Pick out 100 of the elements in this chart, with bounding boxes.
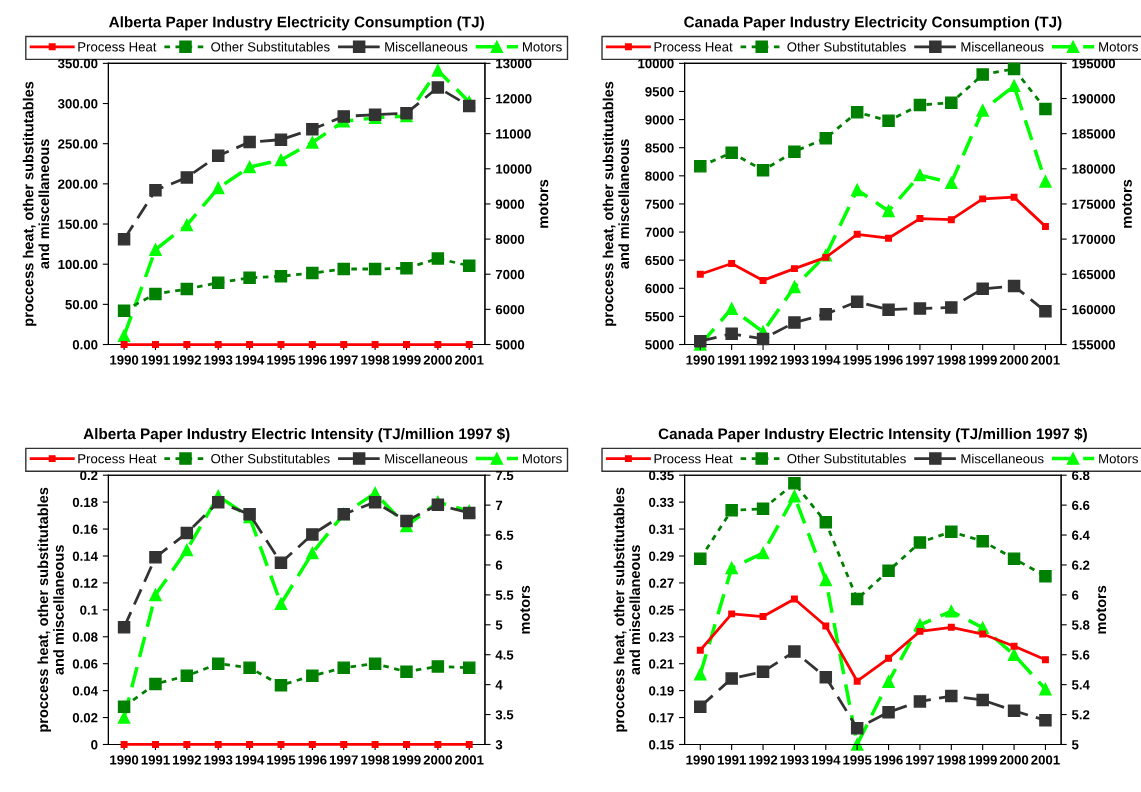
y-tick-label: 0.29 <box>649 551 674 561</box>
y2-tick-label: 6000 <box>495 304 525 315</box>
x-tick-label: 2001 <box>455 355 484 365</box>
x-tick-label: 1990 <box>110 355 139 365</box>
y-tick-label: 9000 <box>645 115 674 125</box>
y-tick-label: 6500 <box>645 255 674 266</box>
y2-tick-label: 13000 <box>496 58 532 69</box>
y-tick-label: 350.00 <box>57 58 98 69</box>
y-tick-label: 0.16 <box>72 524 98 534</box>
y-tick-label: 0.23 <box>649 632 674 642</box>
y2-tick-label: 5.8 <box>1071 620 1090 630</box>
legend-label: Other Substitutables <box>787 453 906 464</box>
y-tick-label: 0 <box>91 740 98 750</box>
y2-tick-label: 3.5 <box>495 710 514 720</box>
y-tick-label: 0.15 <box>649 740 674 750</box>
y-axis-title: proccess heat, other substitutables and miscellaneous <box>37 487 64 732</box>
y2-tick-label: 155000 <box>1072 340 1116 350</box>
y2-tick-label: 195000 <box>1072 58 1116 69</box>
y2-tick-label: 6 <box>1072 590 1079 600</box>
y2-tick-label: 7 <box>495 500 503 510</box>
legend-label: Miscellaneous <box>961 41 1044 52</box>
y2-tick-label: 5 <box>1071 740 1079 750</box>
y-tick-label: 10000 <box>638 58 674 69</box>
y2-tick-label: 5.6 <box>1071 650 1090 660</box>
legend-label: Miscellaneous <box>385 453 468 464</box>
y-tick-label: 6000 <box>645 283 674 294</box>
legend-label: Other Substitutables <box>787 41 906 52</box>
x-tick-label: 1993 <box>204 755 233 765</box>
y2-tick-label: 8000 <box>495 234 525 244</box>
y-tick-label: 0.35 <box>649 470 674 481</box>
x-tick-label: 2001 <box>455 755 484 765</box>
y-tick-label: 0.25 <box>649 605 674 615</box>
x-tick-label: 1994 <box>811 355 841 365</box>
y-tick-label: 0.08 <box>72 632 98 642</box>
y2-tick-label: 190000 <box>1072 94 1116 104</box>
x-tick-label: 1997 <box>906 355 935 365</box>
y-tick-label: 200.00 <box>58 179 98 189</box>
x-tick-label: 1992 <box>749 355 778 365</box>
y-tick-label: 0.21 <box>649 659 674 669</box>
y-axis-title: proccess heat, other substitutables and miscellaneous <box>613 487 641 732</box>
y2-tick-label: 160000 <box>1072 304 1116 315</box>
chart-title: Alberta Paper Industry Electric Intensity (TJ/million 1997 $) <box>83 427 510 443</box>
x-tick-label: 1990 <box>110 755 139 765</box>
legend-label: Miscellaneous <box>961 453 1044 464</box>
y-tick-label: 8500 <box>645 143 674 153</box>
x-tick-label: 1993 <box>204 355 233 365</box>
y2-tick-label: 5.4 <box>1071 680 1090 690</box>
x-tick-label: 1998 <box>937 355 966 365</box>
y2-axis-title: motors <box>538 179 549 228</box>
x-tick-label: 1999 <box>392 755 421 765</box>
y-tick-label: 0.27 <box>649 578 674 588</box>
chart-title: Alberta Paper Industry Electricity Consumption (TJ) <box>109 16 484 31</box>
y2-tick-label: 165000 <box>1072 269 1116 280</box>
y2-tick-label: 5 <box>495 620 503 630</box>
y-tick-label: 0.02 <box>72 713 98 723</box>
x-tick-label: 1996 <box>874 355 903 365</box>
x-tick-label: 1996 <box>298 355 327 365</box>
x-tick-label: 1992 <box>172 355 201 365</box>
x-tick-label: 1991 <box>141 355 170 365</box>
x-tick-label: 2000 <box>423 755 452 765</box>
y-tick-label: 0.2 <box>80 470 98 481</box>
x-tick-label: 1997 <box>329 755 358 765</box>
y-tick-label: 0.12 <box>72 578 98 588</box>
x-tick-label: 2001 <box>1031 755 1060 765</box>
y2-tick-label: 5000 <box>495 340 525 350</box>
x-tick-label: 2000 <box>423 355 452 365</box>
y2-tick-label: 180000 <box>1072 164 1116 174</box>
x-tick-label: 1997 <box>329 355 358 365</box>
y2-tick-label: 5.5 <box>495 590 514 600</box>
legend-label: Process Heat <box>654 454 733 464</box>
y-tick-label: 0.18 <box>72 497 98 508</box>
y2-tick-label: 6 <box>495 560 503 570</box>
legend-label: Other Substitutables <box>211 41 330 52</box>
y-tick-label: 50.00 <box>65 299 98 310</box>
y2-tick-label: 175000 <box>1072 199 1116 209</box>
legend-label: Miscellaneous <box>385 41 468 52</box>
y-tick-label: 5000 <box>645 340 674 350</box>
x-tick-label: 1995 <box>843 755 872 765</box>
x-tick-label: 1999 <box>968 355 997 365</box>
y2-tick-label: 7.5 <box>495 470 514 481</box>
x-tick-label: 1996 <box>298 755 327 765</box>
x-tick-label: 1992 <box>749 755 778 765</box>
y-tick-label: 250.00 <box>58 139 98 149</box>
x-tick-label: 1999 <box>392 355 421 365</box>
legend-label: Motors <box>522 454 562 464</box>
y-tick-label: 0.14 <box>72 551 98 561</box>
y-tick-label: 7500 <box>645 199 674 209</box>
chart-title: Canada Paper Industry Electric Intensity (TJ/million 1997 $) <box>658 427 1087 443</box>
x-tick-label: 1995 <box>267 355 296 365</box>
y-tick-label: 5500 <box>645 311 674 322</box>
y2-tick-label: 3 <box>495 740 503 750</box>
x-tick-label: 1991 <box>717 355 746 365</box>
x-tick-label: 1996 <box>874 755 903 765</box>
y2-tick-label: 6.2 <box>1072 560 1090 570</box>
y2-tick-label: 9000 <box>495 199 525 209</box>
y2-tick-label: 12000 <box>496 94 532 104</box>
legend-label: Process Heat <box>78 42 157 52</box>
x-tick-label: 1994 <box>235 755 265 765</box>
legend-label: Process Heat <box>654 42 733 52</box>
chart-title: Canada Paper Industry Electricity Consumption (TJ) <box>684 16 1062 31</box>
